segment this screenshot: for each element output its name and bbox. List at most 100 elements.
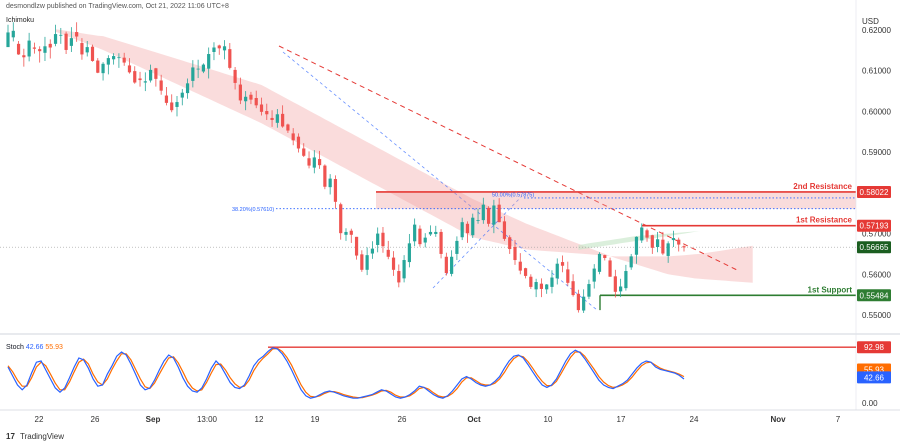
time-tick-label: 22 (35, 415, 44, 424)
candle-body (349, 230, 353, 235)
candle-body (16, 43, 21, 55)
resistance-zone (376, 191, 856, 209)
time-tick-label: Sep (146, 415, 161, 424)
candle-body (555, 263, 559, 279)
candle-body (302, 148, 306, 156)
candle-body (645, 230, 649, 238)
publish-caption: desmondlzw published on TradingView.com,… (6, 3, 229, 10)
candle-body (275, 114, 279, 123)
candle-body (133, 71, 137, 83)
time-tick-label: 19 (311, 415, 320, 424)
candle-body (307, 158, 311, 166)
current-price-badge-label: 0.56665 (860, 243, 889, 252)
support-1-badge-label: 0.55484 (860, 291, 889, 300)
candle-body (312, 157, 316, 168)
indicator-name: Ichimoku (6, 17, 35, 24)
candle-body (650, 235, 654, 248)
candle-body (640, 227, 644, 241)
candle-body (508, 237, 512, 250)
candle-body (191, 67, 195, 81)
candle-body (360, 254, 364, 270)
candle-body (244, 96, 248, 102)
candle-body (90, 46, 95, 61)
stoch-name: Stoch (6, 344, 24, 351)
resistance-1-badge (857, 219, 891, 232)
candle-body (143, 81, 147, 83)
candle-body (138, 78, 142, 81)
candle-body (75, 32, 79, 37)
candle-body (492, 205, 496, 225)
candle-body (587, 284, 591, 297)
candle-body (6, 32, 10, 48)
candle-body (333, 179, 338, 202)
candle-body (608, 260, 612, 277)
candle-body (233, 69, 237, 83)
time-tick-label: 26 (91, 415, 100, 424)
candle-body (576, 293, 580, 311)
candle-body (265, 111, 269, 115)
resistance-2-badge-label: 0.58022 (860, 188, 889, 197)
candle-body (476, 220, 480, 221)
brand-name: TradingView (19, 432, 65, 441)
stoch-header: Stoch 42.66 55.93 (6, 344, 63, 351)
1st-support-label: 1st Support (808, 285, 853, 294)
price-tick-label: 0.61000 (862, 67, 891, 76)
candle-body (323, 165, 327, 187)
time-tick-label: Nov (770, 415, 786, 424)
candle-body (164, 95, 169, 103)
candle-body (397, 271, 401, 283)
candle-body (296, 136, 301, 149)
candle-body (471, 217, 475, 236)
candle-body (185, 83, 190, 94)
ichimoku-cloud-layer (55, 29, 753, 283)
time-tick-label: 24 (690, 415, 699, 424)
level-layer: 2nd Resistance 1st Resistance 1st Support 3… (0, 182, 856, 311)
stoch-k-line (7, 347, 685, 399)
candle-body (11, 30, 15, 38)
trendline-layer (278, 45, 738, 311)
tradingview-logo-icon: 17 (6, 432, 15, 441)
candle-body (391, 257, 396, 270)
candle-body (286, 124, 290, 131)
candle-body (64, 33, 68, 50)
stoch-d-value: 55.93 (45, 344, 63, 351)
candle-body (523, 268, 528, 276)
candle-body (629, 256, 633, 268)
candle-body (666, 243, 670, 256)
candle-body (376, 233, 380, 245)
candle-body (48, 43, 52, 48)
bear-trendline (278, 45, 738, 271)
time-tick-label: 26 (398, 415, 407, 424)
candle-body (455, 240, 459, 254)
candle-body (196, 68, 200, 70)
candle-body (571, 281, 575, 296)
candle-body (619, 286, 623, 292)
price-tick-label: 0.56000 (862, 270, 891, 279)
candle-body (254, 97, 258, 106)
candle-body (127, 65, 132, 73)
candle-body (22, 55, 26, 58)
candle-body (413, 224, 417, 242)
tradingview-brand[interactable]: 17 TradingView (6, 432, 64, 441)
candle-body (32, 47, 37, 49)
stoch-d-line (7, 347, 685, 399)
candle-body (497, 204, 501, 223)
candle-body (486, 207, 491, 224)
resistance-1-badge-label: 0.57193 (860, 222, 889, 231)
support-1-badge (857, 289, 891, 302)
candle-body (96, 60, 100, 73)
time-tick-label: 7 (836, 415, 841, 424)
candle-body (381, 232, 385, 247)
time-axis: 22 26 Sep 13:00 12 19 26 Oct 10 17 24 Nov 7 (0, 409, 900, 424)
candle-body (603, 255, 607, 258)
candle-body (122, 57, 126, 63)
fib-retracement-line (282, 51, 598, 311)
candle-body (212, 47, 216, 52)
ichimoku-cloud-bearish (55, 29, 753, 283)
candle-body (560, 262, 565, 266)
candle-body (582, 296, 586, 311)
candle-body (444, 256, 448, 274)
candle-body (534, 282, 538, 290)
candle-body (117, 57, 121, 59)
